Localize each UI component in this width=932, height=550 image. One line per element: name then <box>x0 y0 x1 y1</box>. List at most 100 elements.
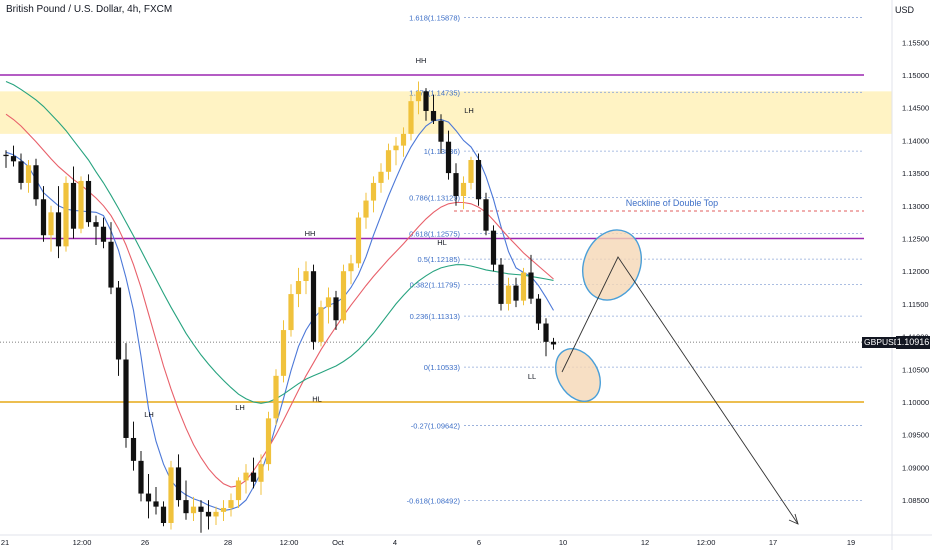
target-ellipse-lower <box>555 348 601 402</box>
candle-body <box>483 199 489 231</box>
candle-body <box>160 506 167 523</box>
candle-body <box>85 180 92 223</box>
resistance-zone <box>0 91 892 134</box>
fib-level-label: -0.27(1.09642) <box>411 421 461 430</box>
fib-level-label: 0.5(1.12185) <box>417 255 460 264</box>
candle-body <box>543 323 549 342</box>
y-tick-label: 1.13500 <box>902 169 929 178</box>
y-tick-label: 1.09500 <box>902 431 929 440</box>
candle-body <box>183 500 189 514</box>
candle-body <box>288 294 294 331</box>
candle-body <box>175 467 182 501</box>
fib-level-label: 0.236(1.11313) <box>410 312 461 321</box>
swing-label: LL <box>528 372 536 381</box>
candle-body <box>138 460 144 494</box>
candle-body <box>348 263 354 272</box>
target-ellipse-upper <box>582 229 642 301</box>
x-tick-label: 4 <box>393 538 397 547</box>
y-tick-label: 1.10500 <box>902 365 929 374</box>
candle-body <box>123 359 129 438</box>
y-tick-label: 1.14500 <box>902 104 929 113</box>
candle-body <box>378 171 384 183</box>
candle-body <box>295 281 302 295</box>
candle-body <box>78 180 84 229</box>
y-tick-label: 1.10000 <box>902 398 929 407</box>
candle-body <box>393 145 399 151</box>
x-tick-label: 6 <box>477 538 481 547</box>
currency-label: USD <box>894 5 914 15</box>
swing-label: LH <box>464 106 474 115</box>
candle-body <box>363 200 369 218</box>
candle-body <box>48 212 54 236</box>
x-tick-label: Oct <box>332 538 345 547</box>
fib-level-label: -0.618(1.08492) <box>407 497 461 506</box>
x-tick-label: 28 <box>224 538 232 547</box>
fib-level-label: 1(1.13836) <box>424 147 461 156</box>
candle-body <box>198 506 204 512</box>
x-tick-label: 19 <box>847 538 855 547</box>
candle-body <box>333 297 339 321</box>
candle-body <box>130 437 137 461</box>
fib-level-label: 0.786(1.13129) <box>409 193 460 202</box>
swing-label: LH <box>235 403 245 412</box>
candle-body <box>370 182 377 201</box>
candle-body <box>340 271 347 321</box>
x-tick-label: 21 <box>1 538 9 547</box>
moving-average-medium <box>5 113 554 488</box>
candle-body <box>468 160 474 183</box>
y-tick-label: 1.15000 <box>902 71 929 80</box>
fib-level-label: 0.382(1.11795) <box>410 281 461 290</box>
candle-body <box>3 154 9 157</box>
candle-body <box>318 307 324 342</box>
candle-body <box>520 272 527 301</box>
x-tick-label: 12:00 <box>697 538 716 547</box>
candle-body <box>513 285 519 301</box>
candle-body <box>550 341 557 345</box>
projection-arrowhead <box>788 513 799 525</box>
candle-body <box>475 160 482 200</box>
candle-body <box>243 472 249 481</box>
candle-body <box>490 230 497 265</box>
candle-body <box>280 330 287 376</box>
symbol-price-tag: GBPUSD <box>862 337 902 348</box>
y-tick-label: 1.11500 <box>902 300 929 309</box>
candle-body <box>423 91 429 111</box>
swing-label: HH <box>305 229 316 238</box>
candle-body <box>33 165 39 200</box>
candle-body <box>108 241 114 288</box>
candle-body <box>18 161 24 183</box>
candle-body <box>168 467 174 523</box>
fib-level-label: 0(1.10533) <box>424 363 461 372</box>
candle-body <box>430 110 437 121</box>
candle-body <box>228 500 234 508</box>
candle-body <box>25 165 32 183</box>
candle-body <box>115 287 122 360</box>
candle-body <box>220 507 227 512</box>
candle-body <box>528 272 534 299</box>
x-tick-label: 17 <box>769 538 777 547</box>
candle-body <box>535 298 542 324</box>
candle-body <box>190 506 197 514</box>
swing-label: HH <box>416 56 427 65</box>
swing-label: HL <box>437 238 447 247</box>
candle-body <box>145 493 152 502</box>
candle-body <box>355 217 362 264</box>
y-tick-label: 1.12500 <box>902 235 929 244</box>
swing-label: HL <box>312 394 322 403</box>
candle-body <box>408 101 414 134</box>
candle-body <box>385 150 392 172</box>
y-tick-label: 1.14000 <box>902 136 929 145</box>
current-price-label: 1.10916 <box>896 336 930 349</box>
swing-label: LH <box>144 410 154 419</box>
candle-body <box>235 480 242 501</box>
projection-path <box>561 256 799 525</box>
candle-body <box>460 182 467 196</box>
neckline-label: Neckline of Double Top <box>626 198 718 208</box>
candle-body <box>10 156 17 162</box>
x-tick-label: 12:00 <box>280 538 299 547</box>
candle-body <box>303 271 309 282</box>
y-tick-label: 1.12000 <box>902 267 929 276</box>
candle-body <box>100 226 107 242</box>
candle-body <box>40 199 47 236</box>
